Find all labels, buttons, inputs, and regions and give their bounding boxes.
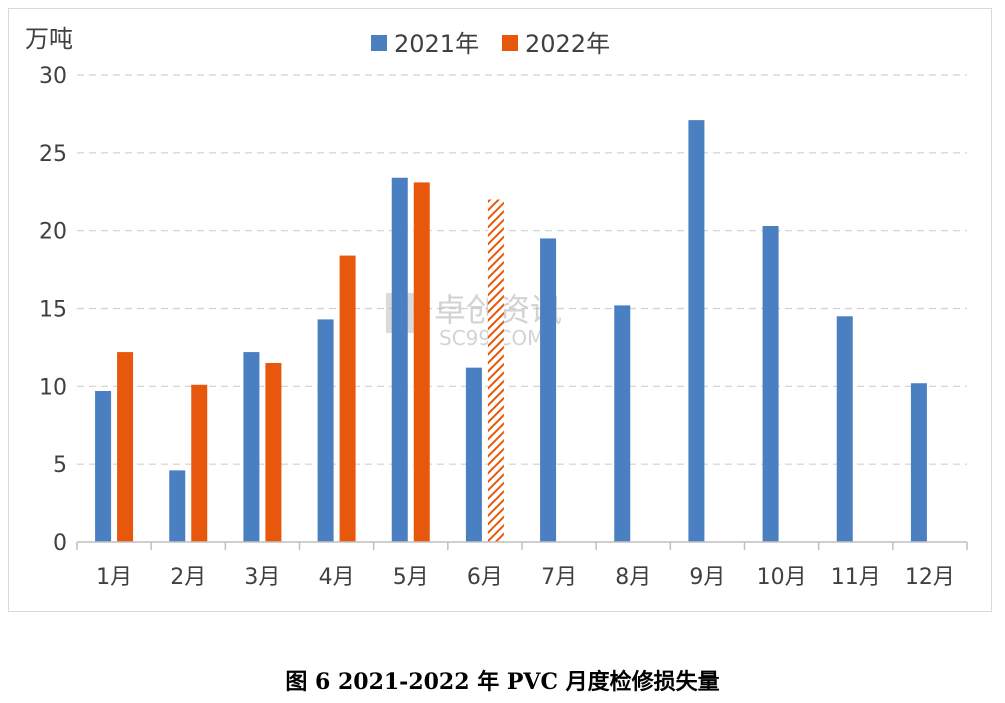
x-tick-label-11: 11月 [831, 565, 881, 590]
bar-2021年-3月 [243, 352, 260, 542]
bar-2022年-4月 [339, 255, 356, 542]
x-tick-label-5: 5月 [393, 565, 429, 590]
legend-label-2022: 2022年 [525, 30, 610, 58]
y-tick-label-10: 10 [39, 375, 67, 400]
x-tick-label-4: 4月 [319, 565, 355, 590]
figure-caption: 图 6 2021-2022 年 PVC 月度检修损失量 [285, 669, 720, 695]
y-tick-label-0: 0 [53, 531, 67, 556]
bar-2022年-5月 [413, 182, 430, 542]
bar-2021年-9月 [688, 120, 705, 542]
bar-2021年-12月 [910, 383, 927, 542]
bars-layer [95, 120, 927, 543]
bar-2021年-7月 [540, 238, 557, 542]
bar-2021年-4月 [317, 319, 334, 542]
x-tick-label-7: 7月 [541, 565, 577, 590]
x-tick-label-1: 1月 [96, 565, 132, 590]
bar-2021年-6月 [465, 367, 482, 542]
y-axis-unit-label: 万吨 [25, 25, 73, 53]
y-tick-label-25: 25 [39, 142, 67, 167]
chart-svg: 卓创资讯 SC99.COM 0 5 10 15 20 25 30 1月 2月 3月 4月 5月 6月 7月… [25, 25, 968, 590]
y-tick-label-15: 15 [39, 298, 67, 323]
x-tick-label-9: 9月 [689, 565, 725, 590]
x-tick-label-2: 2月 [170, 565, 206, 590]
x-tick-label-8: 8月 [615, 565, 651, 590]
y-tick-label-5: 5 [53, 453, 67, 478]
legend-swatch-2022 [502, 35, 518, 51]
bar-2021年-8月 [614, 305, 631, 542]
bar-2021年-11月 [836, 316, 853, 542]
y-tick-label-30: 30 [39, 64, 67, 89]
grid-layer [77, 74, 967, 465]
bar-2022年-3月 [265, 362, 282, 542]
bar-2021年-10月 [762, 225, 779, 542]
chart-frame: 卓创资讯 SC99.COM 0 5 10 15 20 25 30 1月 2月 3月 4月 5月 6月 7月… [8, 8, 992, 612]
bar-2022年-6月 [487, 199, 504, 543]
legend: 2021年 2022年 [371, 30, 610, 58]
legend-label-2021: 2021年 [394, 30, 479, 58]
bar-2022年-2月 [191, 384, 208, 542]
y-tick-label-20: 20 [39, 220, 67, 245]
bar-2021年-2月 [169, 470, 186, 542]
axis-layer: 0 5 10 15 20 25 30 1月 2月 3月 4月 5月 6月 7月 8月 9月 10月 11月 12月 [39, 64, 968, 590]
watermark: 卓创资讯 SC99.COM [386, 291, 562, 350]
bar-2021年-1月 [95, 391, 112, 542]
x-tick-label-12: 12月 [905, 565, 955, 590]
x-tick-label-10: 10月 [757, 565, 807, 590]
x-tick-label-6: 6月 [467, 565, 503, 590]
legend-swatch-2021 [371, 35, 387, 51]
x-tick-label-3: 3月 [244, 565, 280, 590]
bar-2021年-5月 [391, 177, 408, 543]
bar-2022年-1月 [117, 352, 134, 542]
